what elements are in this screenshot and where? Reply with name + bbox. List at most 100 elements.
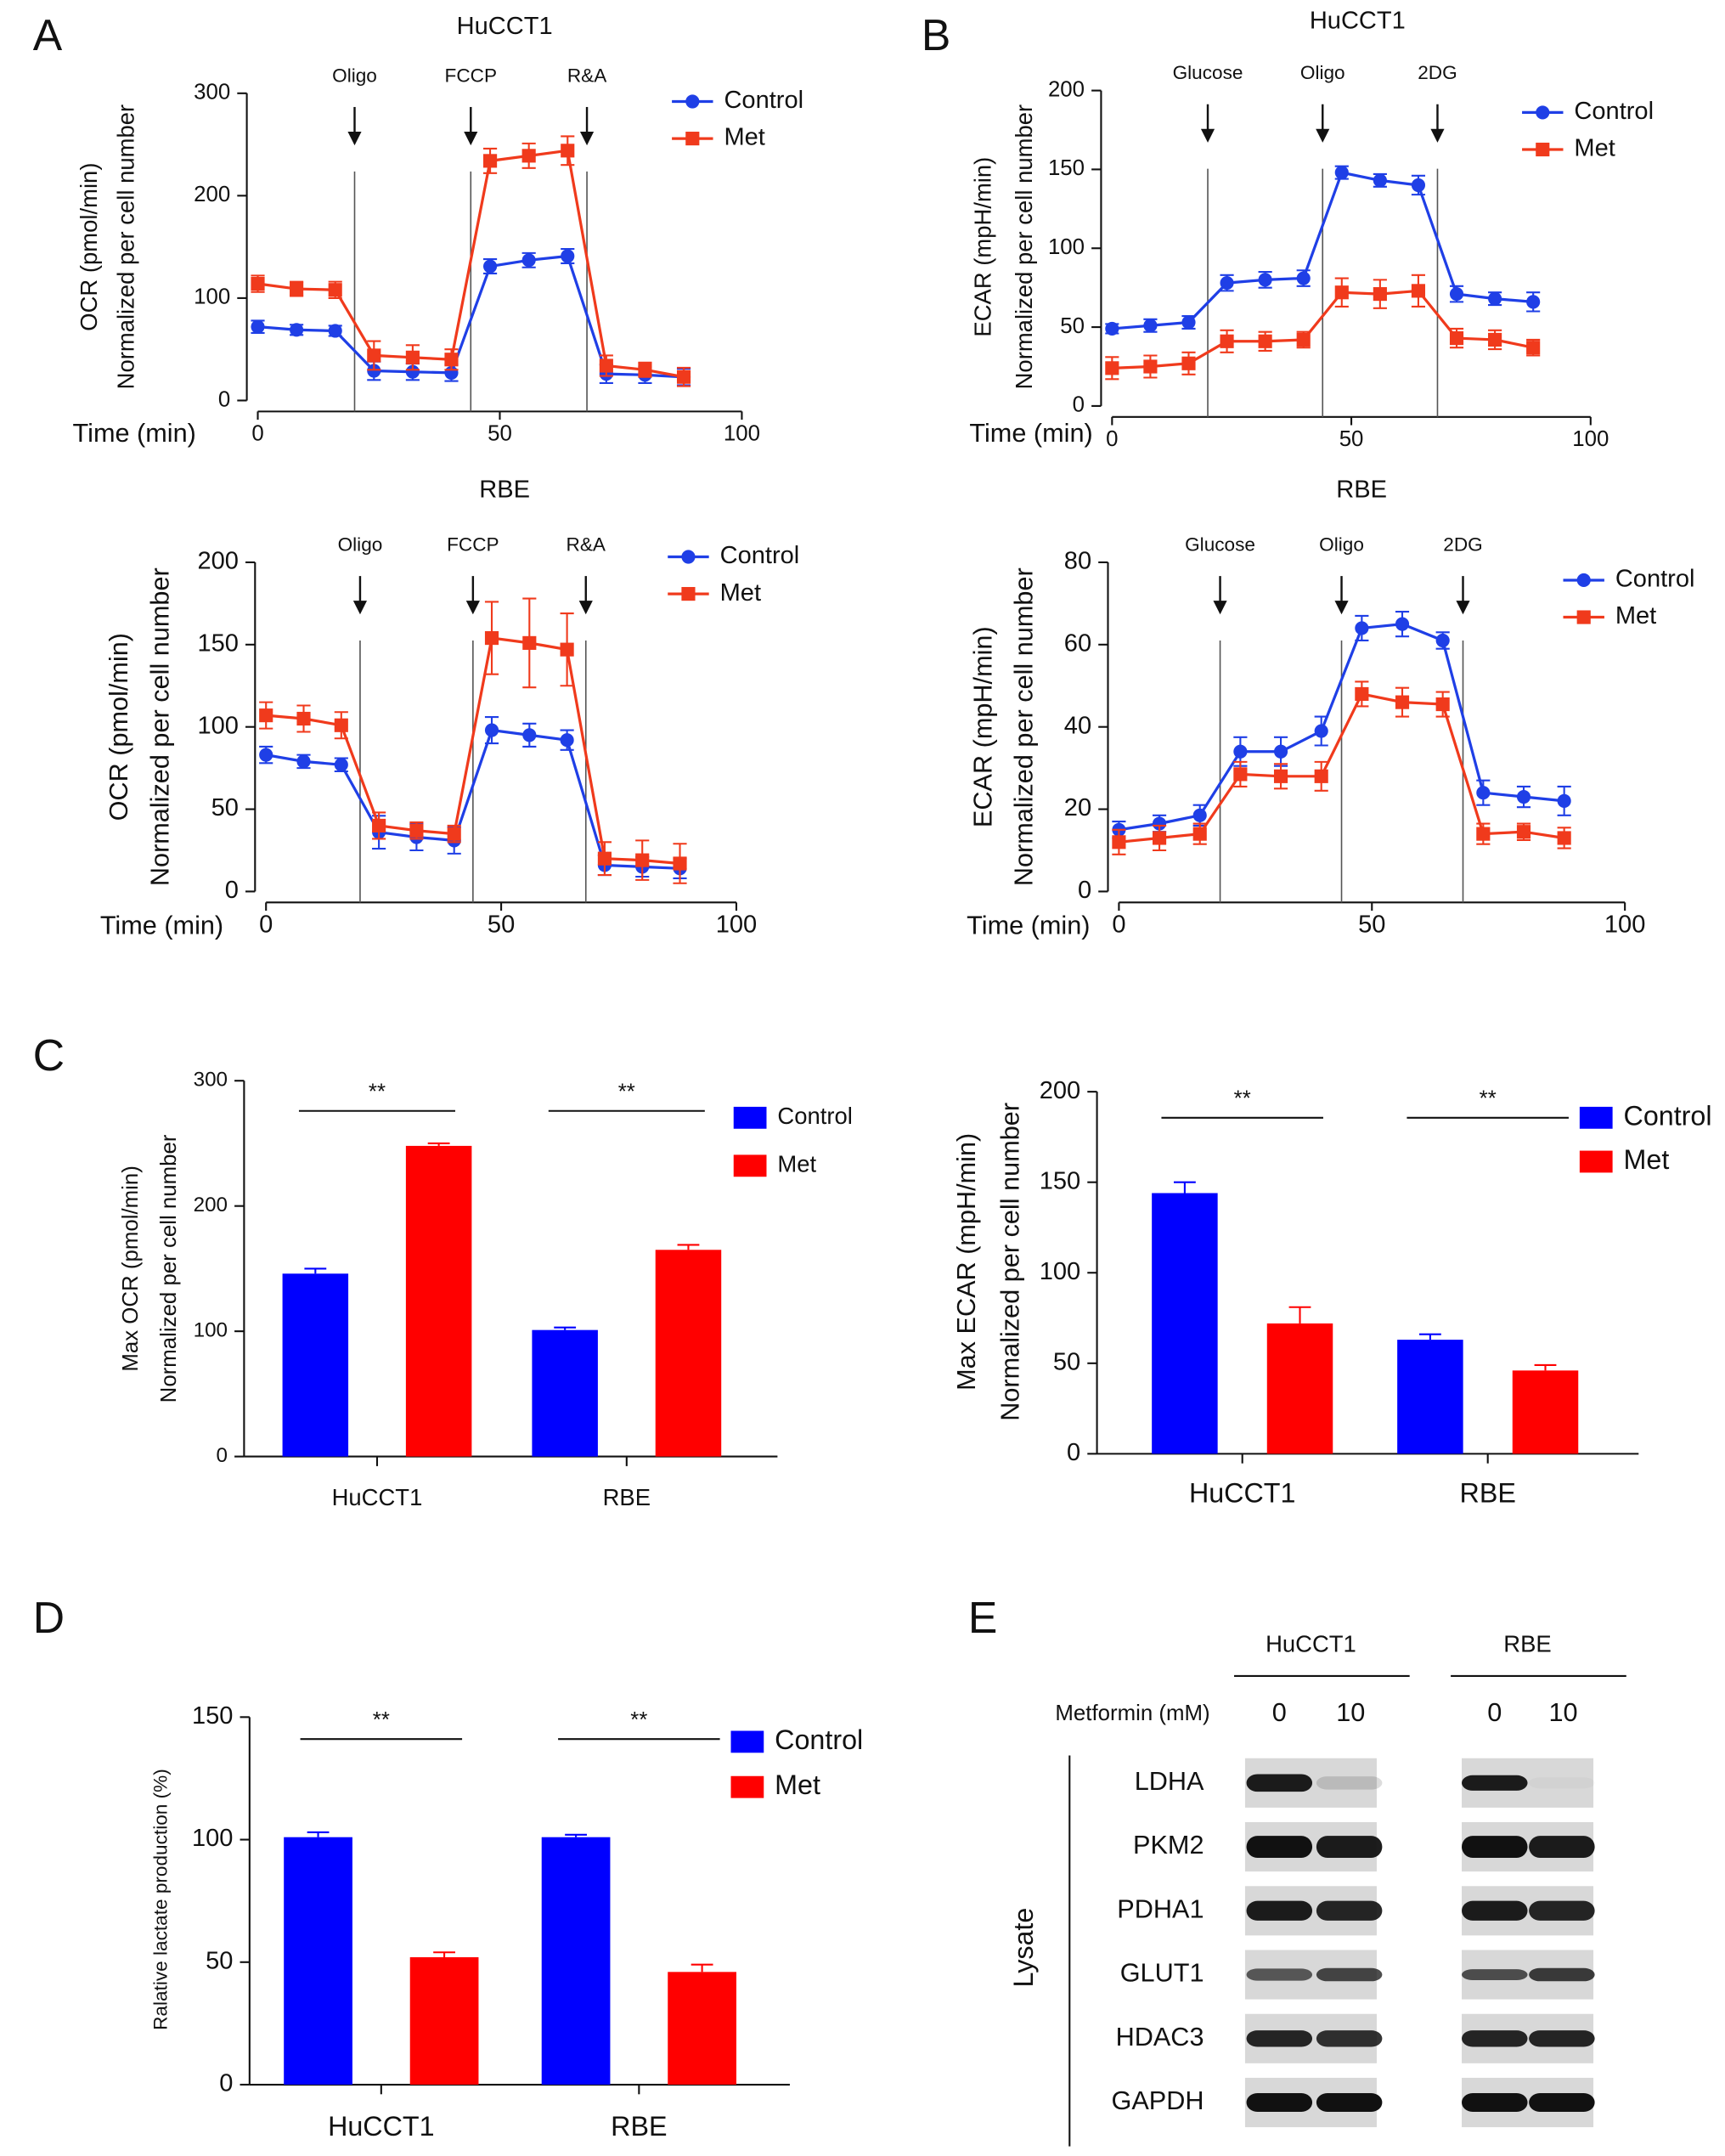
bar [405, 1145, 472, 1457]
legend-label: Control [724, 87, 803, 114]
marker [296, 754, 311, 769]
y-tick-label: 40 [1064, 712, 1091, 739]
y-axis-label: ECAR (mpH/min) [968, 626, 997, 827]
marker [405, 364, 420, 379]
group-label: HuCCT1 [1266, 1631, 1356, 1657]
x-axis-label: Time (min) [73, 419, 196, 448]
dose-label: 0 [1272, 1698, 1287, 1727]
y-tick-label: 20 [1064, 794, 1091, 821]
y-tick-label: 200 [194, 1194, 228, 1216]
marker [1516, 789, 1531, 804]
blot-band [1529, 1900, 1595, 1921]
arrow-head [347, 132, 362, 146]
chart-title: HuCCT1 [457, 13, 553, 40]
panel-label: E [968, 1593, 997, 1642]
blot-band [1316, 1900, 1383, 1921]
blot-band [1316, 1776, 1383, 1790]
marker [1526, 341, 1541, 355]
marker [1143, 359, 1158, 374]
blot-band [1462, 1969, 1528, 1980]
annotation-label: R&A [567, 65, 607, 86]
marker [561, 144, 575, 158]
y-tick-label: 150 [1048, 156, 1085, 180]
x-axis-label: Time (min) [967, 912, 1090, 940]
marker [1526, 295, 1541, 309]
marker [1314, 769, 1328, 783]
legend-swatch [1579, 1150, 1613, 1173]
marker [409, 823, 424, 838]
y-axis-label: Max OCR (pmol/min) [119, 1165, 143, 1372]
marker [1334, 166, 1349, 180]
y-tick-label: 300 [194, 81, 230, 104]
marker [1355, 621, 1369, 635]
bar [541, 1837, 611, 2085]
arrow-head [352, 601, 368, 615]
marker [1435, 697, 1450, 712]
marker [522, 635, 537, 650]
y-tick-label: 300 [194, 1069, 228, 1092]
marker [483, 259, 498, 274]
legend-swatch [730, 1730, 764, 1753]
marker [447, 827, 461, 841]
legend-marker [1536, 105, 1550, 120]
marker [635, 853, 650, 867]
y-axis-label: Normalized per cell number [146, 567, 175, 886]
blot-band [1316, 1967, 1383, 1982]
marker [1220, 334, 1234, 348]
marker [1296, 271, 1311, 285]
marker [1152, 816, 1167, 831]
x-tick-label: 100 [716, 911, 757, 938]
blot-band [1529, 2030, 1595, 2047]
protein-label: LDHA [1135, 1767, 1204, 1796]
annotation-label: Oligo [338, 534, 383, 556]
marker [1411, 178, 1426, 193]
bar [532, 1329, 598, 1457]
marker [1143, 319, 1158, 333]
arrow-head [1456, 601, 1470, 615]
marker [1395, 617, 1410, 631]
protein-label: HDAC3 [1116, 2023, 1204, 2052]
legend-label: Control [1615, 566, 1695, 593]
y-tick-label: 150 [192, 1702, 233, 1730]
y-tick-label: 80 [1064, 548, 1091, 575]
legend-label: Met [1574, 135, 1615, 162]
annotation-label: Oligo [1300, 62, 1345, 83]
y-axis-label: Max ECAR (mpH/min) [952, 1133, 981, 1391]
legend-label: Met [1615, 602, 1656, 629]
panel-label: D [33, 1593, 65, 1642]
legend-marker [1576, 610, 1591, 624]
y-tick-label: 200 [197, 548, 238, 575]
marker [1181, 356, 1196, 370]
blot-band [1246, 1968, 1313, 1981]
marker [1192, 808, 1207, 822]
marker [560, 733, 574, 748]
y-tick-label: 100 [192, 1825, 233, 1852]
arrow-head [579, 132, 595, 146]
annotation-label: R&A [567, 534, 606, 556]
annotation-label: Glucose [1173, 62, 1243, 83]
y-axis-label: Normalized per cell number [157, 1134, 181, 1403]
bar [1266, 1323, 1333, 1454]
bar [409, 1957, 479, 2085]
marker [1355, 686, 1369, 702]
y-tick-label: 100 [194, 285, 230, 309]
y-tick-label: 100 [1040, 1258, 1080, 1285]
arrow-head [465, 601, 480, 615]
significance-label: ** [630, 1708, 647, 1732]
x-tick-label: 100 [724, 422, 760, 446]
y-tick-label: 50 [1060, 314, 1085, 338]
chart-title: RBE [479, 477, 530, 504]
marker [673, 856, 687, 871]
y-axis-label: ECAR (mpH/min) [969, 157, 995, 337]
bar [655, 1250, 722, 1457]
x-tick-label: HuCCT1 [328, 2111, 435, 2142]
blot-band [1316, 2093, 1383, 2112]
marker [599, 358, 613, 373]
legend-swatch [733, 1154, 767, 1177]
marker [521, 253, 536, 268]
blot-band [1462, 1900, 1528, 1921]
legend-label: Met [775, 1769, 820, 1800]
y-tick-label: 100 [197, 712, 238, 739]
marker [1557, 831, 1571, 845]
marker [367, 364, 381, 378]
